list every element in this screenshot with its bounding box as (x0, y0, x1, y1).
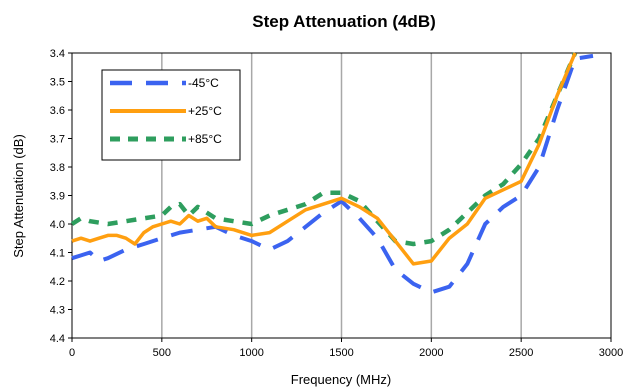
x-tick-label: 2500 (509, 347, 533, 359)
x-axis: 0 500 1000 1500 2000 2500 3000 (69, 338, 623, 359)
y-tick-label: 4.1 (50, 248, 65, 260)
y-tick-label: 3.7 (50, 134, 65, 146)
chart-title: Step Attenuation (4dB) (252, 12, 436, 31)
series-line-1 (71, 53, 594, 295)
legend-label-2: +25°C (188, 104, 222, 118)
grid-lines (161, 53, 522, 338)
y-tick-label: 3.6 (50, 105, 65, 117)
x-tick-label: 1500 (329, 347, 353, 359)
x-axis-label: Frequency (MHz) (291, 372, 391, 387)
x-tick-label: 500 (153, 347, 171, 359)
y-tick-label: 3.8 (50, 162, 65, 174)
x-tick-label: 0 (69, 347, 75, 359)
x-tick-label: 1000 (239, 347, 263, 359)
y-tick-label: 3.4 (50, 48, 65, 60)
y-tick-label: 3.9 (50, 191, 65, 203)
y-tick-label: 4.2 (50, 276, 65, 288)
series-layer (70, 52, 594, 295)
y-tick-label: 4.0 (50, 219, 65, 231)
y-axis-label: Step Attenuation (dB) (11, 134, 26, 258)
y-tick-label: 4.3 (50, 305, 65, 317)
y-tick-label: 4.4 (50, 333, 65, 345)
y-tick-label: 3.5 (50, 77, 65, 89)
x-tick-label: 2000 (419, 347, 443, 359)
legend-label-3: +85°C (188, 132, 222, 146)
y-axis: 3.4 3.5 3.6 3.7 3.8 3.9 4.0 4.1 4.2 4.3 4.4 (50, 48, 72, 345)
legend-label-1: -45°C (188, 76, 219, 90)
series-line-3 (70, 52, 578, 247)
x-tick-label: 3000 (599, 347, 623, 359)
legend: -45°C +25°C +85°C (101, 69, 241, 161)
series-line-2 (71, 52, 577, 266)
